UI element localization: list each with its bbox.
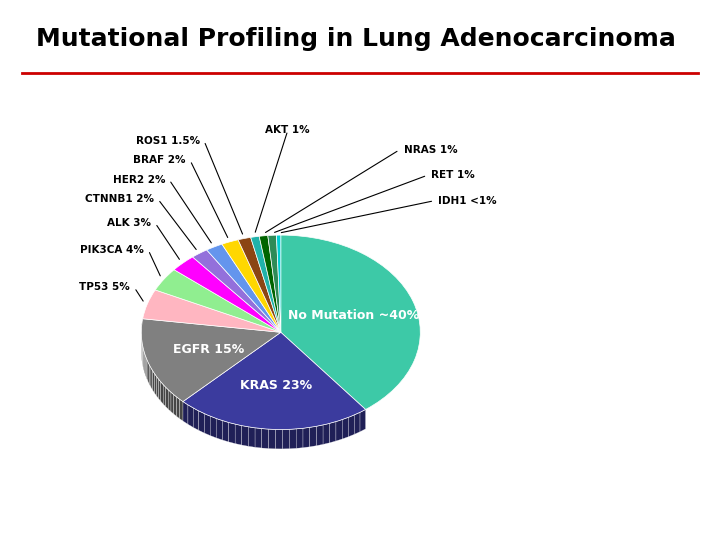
Wedge shape bbox=[222, 240, 281, 332]
Polygon shape bbox=[235, 424, 242, 445]
Wedge shape bbox=[207, 244, 281, 332]
Text: Mutational Profiling in Lung Adenocarcinoma: Mutational Profiling in Lung Adenocarcin… bbox=[36, 27, 676, 51]
Polygon shape bbox=[156, 376, 158, 399]
Text: ROS1 1.5%: ROS1 1.5% bbox=[136, 136, 200, 146]
Polygon shape bbox=[188, 405, 193, 427]
Polygon shape bbox=[317, 425, 323, 446]
Polygon shape bbox=[330, 422, 336, 443]
Text: ALK 3%: ALK 3% bbox=[107, 218, 151, 228]
Wedge shape bbox=[193, 250, 281, 332]
Polygon shape bbox=[176, 397, 180, 419]
Polygon shape bbox=[145, 356, 147, 379]
Wedge shape bbox=[251, 237, 281, 332]
Polygon shape bbox=[282, 429, 289, 449]
Text: NRAS 1%: NRAS 1% bbox=[403, 145, 457, 155]
Polygon shape bbox=[360, 409, 366, 432]
Polygon shape bbox=[262, 429, 269, 449]
Polygon shape bbox=[199, 411, 204, 433]
Polygon shape bbox=[296, 428, 303, 448]
Polygon shape bbox=[310, 426, 317, 447]
Text: KRAS 23%: KRAS 23% bbox=[240, 379, 312, 392]
Text: PIK3CA 4%: PIK3CA 4% bbox=[80, 245, 144, 255]
Polygon shape bbox=[150, 365, 151, 387]
Polygon shape bbox=[348, 415, 354, 437]
Polygon shape bbox=[161, 382, 163, 404]
Text: CTNNB1 2%: CTNNB1 2% bbox=[85, 194, 154, 204]
Wedge shape bbox=[276, 235, 281, 332]
Wedge shape bbox=[281, 235, 420, 409]
Polygon shape bbox=[342, 417, 348, 439]
Text: AKT 1%: AKT 1% bbox=[266, 125, 310, 136]
Wedge shape bbox=[174, 257, 281, 332]
Polygon shape bbox=[193, 408, 199, 430]
Wedge shape bbox=[268, 235, 281, 332]
Polygon shape bbox=[276, 429, 282, 449]
Polygon shape bbox=[216, 418, 222, 440]
Polygon shape bbox=[354, 413, 360, 434]
Polygon shape bbox=[289, 429, 296, 449]
Polygon shape bbox=[222, 421, 229, 442]
Polygon shape bbox=[269, 429, 276, 449]
Polygon shape bbox=[242, 426, 248, 446]
Polygon shape bbox=[204, 414, 210, 436]
Polygon shape bbox=[168, 390, 171, 411]
Text: HER2 2%: HER2 2% bbox=[112, 175, 165, 185]
Polygon shape bbox=[183, 402, 188, 424]
Polygon shape bbox=[143, 350, 145, 373]
Wedge shape bbox=[156, 269, 281, 332]
Wedge shape bbox=[183, 332, 366, 429]
Text: BRAF 2%: BRAF 2% bbox=[133, 156, 186, 165]
Text: TP53 5%: TP53 5% bbox=[79, 282, 130, 293]
Polygon shape bbox=[255, 428, 262, 448]
Polygon shape bbox=[303, 427, 310, 448]
Polygon shape bbox=[336, 420, 342, 441]
Polygon shape bbox=[248, 427, 255, 447]
Polygon shape bbox=[210, 416, 216, 438]
Polygon shape bbox=[163, 384, 166, 407]
Polygon shape bbox=[148, 362, 150, 384]
Text: RET 1%: RET 1% bbox=[431, 170, 475, 180]
Polygon shape bbox=[155, 374, 156, 396]
Text: No Mutation ~40%: No Mutation ~40% bbox=[288, 309, 419, 322]
Text: EGFR 15%: EGFR 15% bbox=[173, 343, 244, 356]
Wedge shape bbox=[143, 290, 281, 332]
Polygon shape bbox=[323, 423, 330, 444]
Text: IDH1 <1%: IDH1 <1% bbox=[438, 195, 497, 206]
Polygon shape bbox=[151, 368, 153, 390]
Wedge shape bbox=[141, 319, 281, 402]
Wedge shape bbox=[259, 235, 281, 332]
Polygon shape bbox=[180, 400, 183, 421]
Polygon shape bbox=[229, 422, 235, 443]
Polygon shape bbox=[171, 392, 174, 414]
Polygon shape bbox=[147, 359, 148, 381]
Polygon shape bbox=[153, 371, 155, 393]
Wedge shape bbox=[238, 238, 281, 332]
Polygon shape bbox=[166, 387, 168, 409]
Polygon shape bbox=[174, 395, 176, 416]
Polygon shape bbox=[158, 379, 161, 401]
